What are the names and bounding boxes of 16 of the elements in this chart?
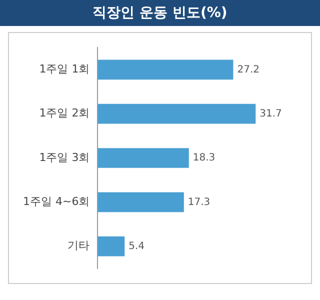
- data-label: 27.2: [237, 64, 260, 76]
- y-tick-label: 1주일 1회: [39, 62, 90, 76]
- bar: [98, 192, 184, 212]
- data-label: 18.3: [192, 152, 216, 164]
- y-tick-label: 1주일 4~6회: [22, 195, 90, 208]
- bar: [98, 236, 125, 256]
- data-label: 17.3: [188, 196, 210, 208]
- chart-title: 직장인 운동 빈도(%): [0, 0, 320, 26]
- bar: [98, 60, 234, 80]
- y-tick-label: 기타: [68, 239, 90, 252]
- y-tick-label: 1주일 3회: [39, 150, 90, 164]
- data-label: 31.7: [260, 108, 282, 120]
- data-label: 5.4: [128, 240, 145, 252]
- y-tick-label: 1주일 2회: [39, 106, 90, 120]
- bar: [98, 148, 189, 168]
- bar: [98, 104, 256, 124]
